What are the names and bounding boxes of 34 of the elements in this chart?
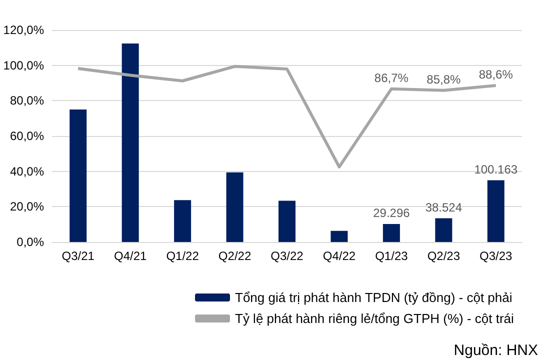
- data-label: 38.524: [425, 200, 462, 214]
- x-tick-label: Q1/23: [375, 249, 408, 263]
- bar: [174, 200, 192, 242]
- bar: [70, 110, 87, 242]
- x-tick-label: Q4/21: [114, 249, 147, 263]
- x-tick-label: Q3/22: [270, 249, 304, 263]
- x-tick-label: Q3/23: [480, 249, 513, 263]
- data-label: 88,6%: [478, 67, 514, 82]
- bar: [487, 180, 504, 242]
- x-tick-label: Q1/22: [166, 249, 200, 263]
- bar: [278, 200, 296, 242]
- legend-label: Tỷ lệ phát hành riêng lẻ/tổng GTPH (%) - cột trái: [235, 311, 514, 326]
- data-label: 29.296: [373, 206, 410, 220]
- data-label: 86,7%: [374, 70, 409, 85]
- y-tick-label: 40,0%: [10, 164, 44, 178]
- y-tick-label: 80,0%: [10, 94, 44, 108]
- bar: [226, 172, 244, 242]
- y-tick-label: 0,0%: [16, 235, 44, 249]
- y-tick-label: 60,0%: [10, 129, 44, 143]
- x-tick-label: Q3/21: [62, 249, 95, 263]
- data-label: 85,8%: [426, 72, 462, 86]
- y-tick-label: 120,0%: [3, 23, 44, 37]
- bar: [435, 218, 452, 242]
- x-tick-label: Q4/22: [322, 249, 356, 263]
- bar: [330, 230, 348, 242]
- x-tick-label: Q2/23: [427, 249, 460, 263]
- x-tick-label: Q2/22: [218, 249, 252, 263]
- legend-label: Tổng giá trị phát hành TPDN (tỷ đồng) - cột phải: [235, 290, 512, 305]
- bar: [122, 44, 139, 242]
- data-label: 100.163: [474, 162, 518, 176]
- bar: [382, 224, 400, 242]
- y-tick-label: 100,0%: [3, 58, 44, 72]
- text: Nguồn: HNX: [454, 342, 538, 359]
- y-tick-label: 20,0%: [10, 200, 44, 214]
